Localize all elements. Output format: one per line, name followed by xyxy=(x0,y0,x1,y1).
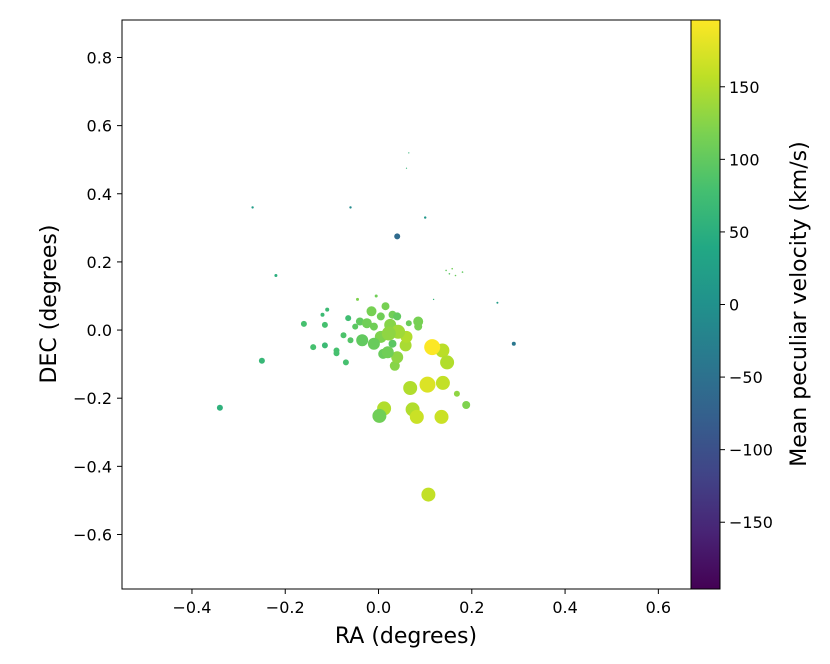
x-tick-label: −0.2 xyxy=(266,598,305,617)
data-point xyxy=(300,320,307,327)
data-point xyxy=(342,359,349,366)
data-point xyxy=(405,167,408,169)
data-point xyxy=(274,274,278,277)
data-point xyxy=(352,323,359,330)
x-axis: −0.4 −0.2 0.0 0.2 0.4 0.6 xyxy=(173,589,671,617)
data-point xyxy=(321,342,328,349)
colorbar-tick-label: 50 xyxy=(729,223,749,242)
data-point xyxy=(340,332,347,339)
data-point xyxy=(374,294,378,298)
data-point xyxy=(258,357,265,364)
data-point xyxy=(451,267,454,270)
data-point xyxy=(435,375,450,390)
x-tick-label: −0.4 xyxy=(173,598,212,617)
scatter-points xyxy=(216,152,516,502)
colorbar-axis: −150 −100 −50 0 50 100 150 xyxy=(720,78,773,532)
data-point xyxy=(511,341,516,346)
data-point xyxy=(445,269,447,272)
data-point xyxy=(381,346,394,359)
data-point xyxy=(381,302,390,311)
data-point xyxy=(320,312,325,317)
data-point xyxy=(366,306,377,317)
data-point xyxy=(310,344,317,351)
y-axis: −0.6 −0.4 −0.2 0.0 0.2 0.4 0.6 0.8 xyxy=(73,48,122,544)
x-axis-label: RA (degrees) xyxy=(335,624,477,649)
data-point xyxy=(424,216,427,219)
y-tick-label: 0.2 xyxy=(87,253,112,272)
y-tick-label: −0.6 xyxy=(73,525,112,544)
y-tick-label: 0.6 xyxy=(87,117,112,136)
data-point xyxy=(432,298,435,301)
data-point xyxy=(347,337,354,344)
data-point xyxy=(408,152,410,154)
data-point xyxy=(403,381,418,395)
colorbar xyxy=(690,19,721,590)
data-point xyxy=(369,322,378,331)
data-point xyxy=(345,315,352,322)
data-point xyxy=(367,337,380,350)
data-point xyxy=(405,320,412,327)
colorbar-tick-label: 150 xyxy=(729,78,760,97)
colorbar-label: Mean peculiar velocity (km/s) xyxy=(787,141,812,466)
data-point xyxy=(496,301,499,304)
data-point xyxy=(453,390,460,397)
data-point xyxy=(454,274,457,277)
data-point xyxy=(361,318,372,329)
data-point xyxy=(409,409,424,424)
data-point xyxy=(349,206,352,209)
colorbar-tick-label: 0 xyxy=(729,296,739,315)
data-point xyxy=(462,401,471,409)
colorbar-tick-label: −50 xyxy=(729,368,763,387)
data-point xyxy=(424,339,441,356)
data-point xyxy=(461,271,464,273)
colorbar-tick-label: −100 xyxy=(729,441,773,460)
data-point xyxy=(421,487,436,502)
data-point xyxy=(321,321,328,328)
x-tick-label: 0.2 xyxy=(459,598,484,617)
data-point xyxy=(251,206,254,209)
y-tick-label: 0.0 xyxy=(87,321,112,340)
y-axis-label: DEC (degrees) xyxy=(37,225,62,384)
data-point xyxy=(356,334,369,347)
x-tick-label: 0.4 xyxy=(552,598,577,617)
data-point xyxy=(372,408,387,423)
data-point xyxy=(389,360,400,371)
data-point xyxy=(434,409,449,424)
data-point xyxy=(376,312,385,321)
y-tick-label: 0.8 xyxy=(87,48,112,67)
data-point xyxy=(355,317,364,326)
y-tick-label: −0.2 xyxy=(73,389,112,408)
plot-frame xyxy=(121,19,692,590)
data-point xyxy=(448,273,451,275)
data-point xyxy=(413,316,424,327)
x-tick-label: 0.0 xyxy=(366,598,391,617)
data-point xyxy=(381,326,396,341)
data-point xyxy=(419,376,436,393)
data-point xyxy=(440,355,455,370)
data-point xyxy=(216,404,223,411)
data-point xyxy=(391,351,404,364)
data-point xyxy=(394,233,401,240)
data-point xyxy=(325,307,330,312)
data-point xyxy=(393,312,402,321)
y-tick-label: −0.4 xyxy=(73,457,112,476)
data-point xyxy=(333,350,340,357)
colorbar-tick-label: 100 xyxy=(729,150,760,169)
data-point xyxy=(356,297,359,301)
colorbar-tick-label: −150 xyxy=(729,513,773,532)
y-tick-label: 0.4 xyxy=(87,185,112,204)
data-point xyxy=(388,339,397,348)
x-tick-label: 0.6 xyxy=(646,598,671,617)
